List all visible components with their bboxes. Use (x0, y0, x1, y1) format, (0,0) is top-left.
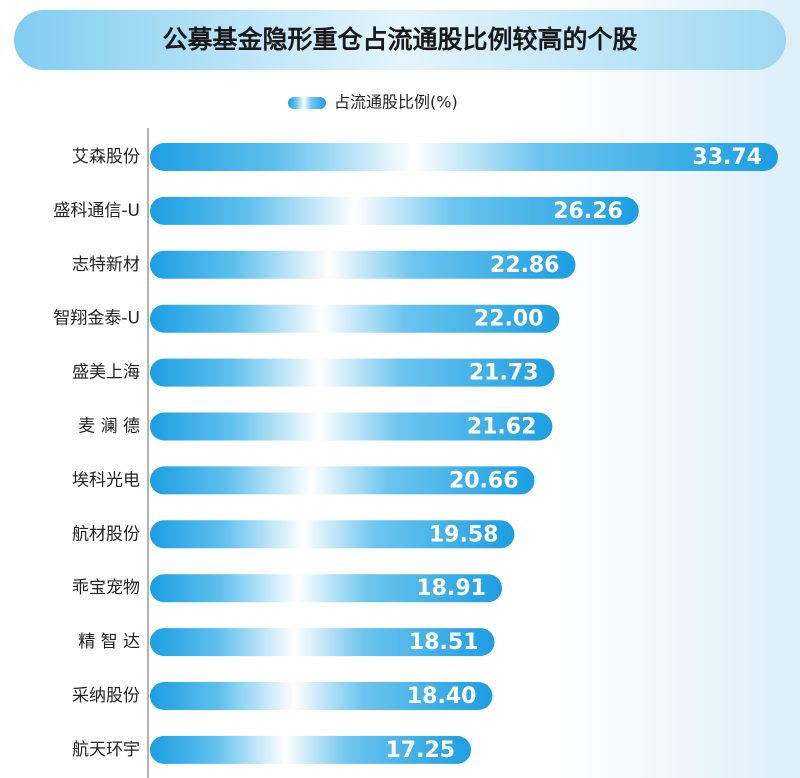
title-banner (14, 10, 786, 70)
bar (150, 520, 515, 549)
bar (150, 143, 778, 171)
bar (150, 628, 495, 657)
bar (150, 250, 576, 279)
bar (150, 412, 553, 441)
value-label: 18.51 (409, 630, 479, 655)
category-label: 盛科通信-U (53, 201, 140, 221)
category-label: 乖宝宠物 (72, 578, 140, 598)
bar (150, 574, 502, 603)
value-label: 33.74 (692, 145, 762, 170)
legend-label: 占流通股比例(%) (334, 93, 458, 112)
bar (150, 196, 639, 225)
value-label: 18.40 (407, 684, 477, 709)
value-label: 21.73 (469, 361, 539, 386)
bar (150, 304, 560, 333)
value-label: 19.58 (429, 522, 499, 547)
category-label: 艾森股份 (72, 147, 140, 167)
value-label: 17.25 (385, 738, 455, 763)
value-label: 22.00 (474, 307, 544, 332)
category-label: 志特新材 (72, 255, 140, 275)
value-label: 22.86 (490, 253, 560, 278)
category-label: 航天环宇 (72, 740, 140, 760)
category-label: 盛美上海 (72, 363, 140, 383)
value-label: 21.62 (467, 415, 537, 440)
legend-swatch (288, 97, 326, 109)
category-label: 麦 澜 德 (78, 417, 140, 437)
category-label: 采纳股份 (72, 686, 140, 706)
category-label: 航材股份 (72, 524, 140, 544)
category-label: 智翔金泰-U (53, 309, 140, 329)
chart-title: 公募基金隐形重仓占流通股比例较高的个股 (162, 25, 637, 54)
category-label: 埃科光电 (72, 470, 140, 490)
bar (150, 735, 472, 764)
bar (150, 466, 535, 495)
value-label: 20.66 (449, 468, 519, 493)
value-label: 26.26 (553, 199, 623, 224)
bar (150, 358, 555, 387)
bar (150, 682, 493, 710)
category-label: 精 智 达 (78, 632, 140, 652)
value-label: 18.91 (416, 576, 486, 601)
